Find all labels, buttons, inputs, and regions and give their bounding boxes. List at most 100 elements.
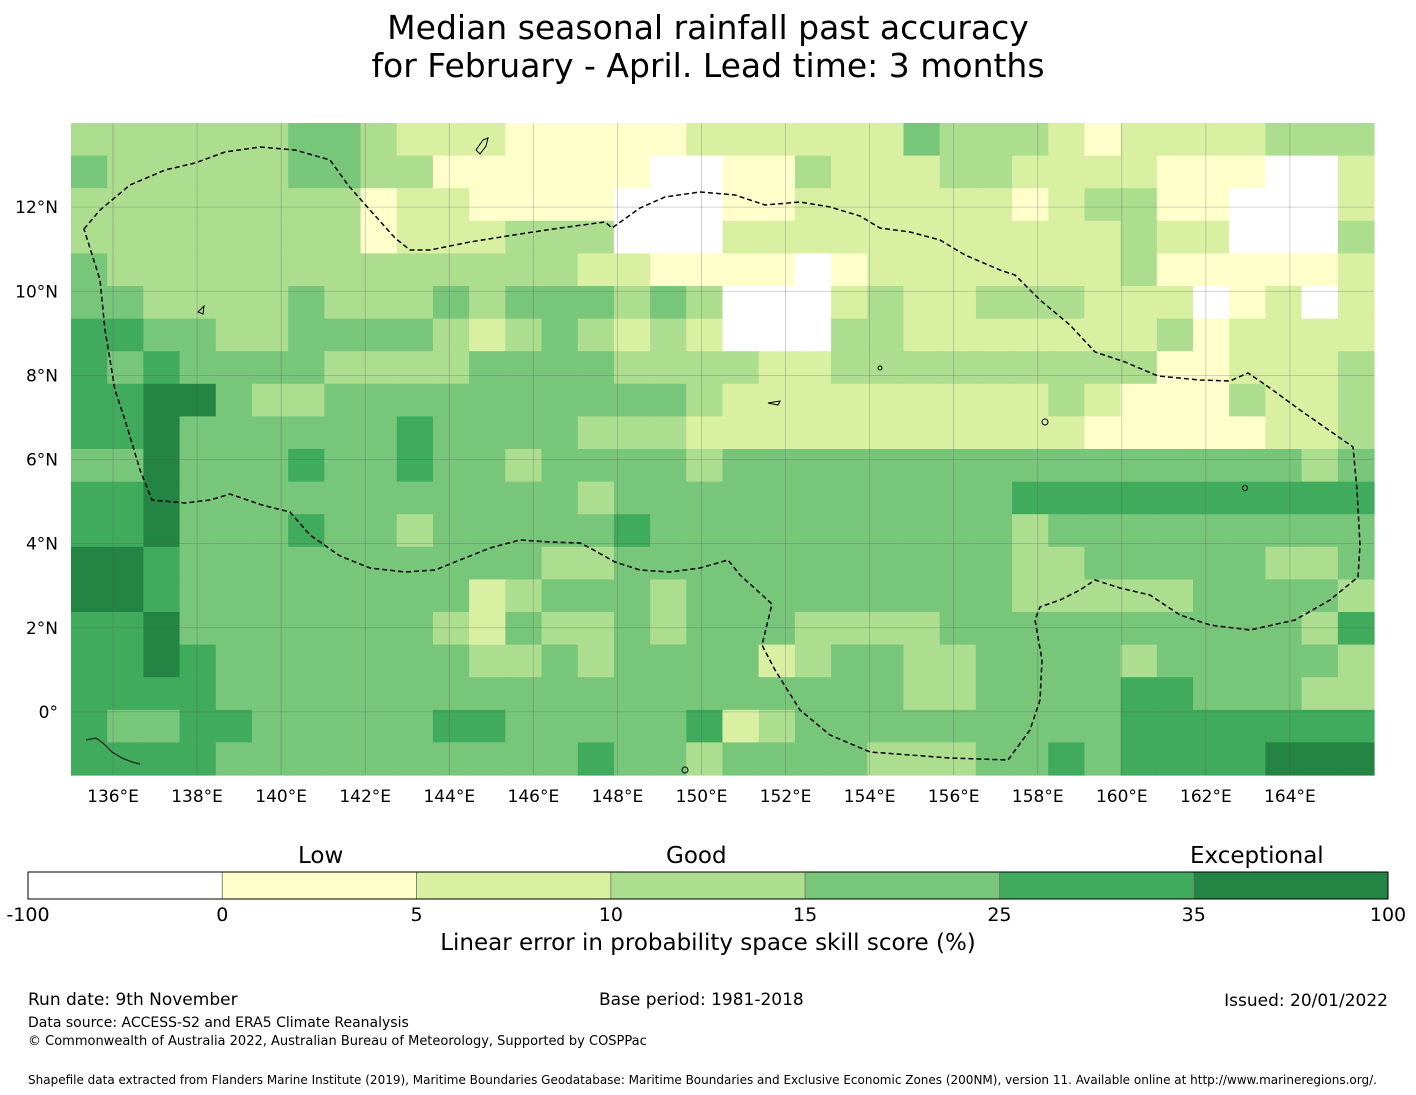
grid-cell <box>867 514 905 548</box>
grid-cell <box>251 351 289 385</box>
grid-cell <box>577 220 615 254</box>
grid-cell <box>794 709 832 743</box>
grid-cell <box>1193 188 1230 222</box>
grid-cell <box>1084 709 1122 743</box>
grid-cell <box>577 286 615 320</box>
grid-cell <box>577 546 615 580</box>
grid-cell <box>577 579 615 613</box>
grid-cell <box>686 709 724 743</box>
grid-cell <box>577 155 615 189</box>
grid-cell <box>215 546 253 580</box>
grid-cell <box>686 253 724 287</box>
grid-cell <box>867 677 905 711</box>
grid-cell <box>1120 383 1158 417</box>
lon-tick-label: 156°E <box>928 787 980 807</box>
grid-cell <box>1120 286 1158 320</box>
grid-cell <box>650 220 687 254</box>
grid-cell <box>215 742 253 776</box>
grid-cell <box>541 579 579 613</box>
skill-grid <box>71 123 1375 776</box>
grid-cell <box>577 612 615 646</box>
grid-cell <box>1193 449 1230 483</box>
grid-cell <box>541 677 579 711</box>
grid-cell <box>1229 677 1267 711</box>
grid-cell <box>650 709 687 743</box>
grid-cell <box>1301 155 1339 189</box>
grid-cell <box>1193 546 1230 580</box>
grid-cell <box>541 155 579 189</box>
grid-cell <box>939 351 977 385</box>
grid-cell <box>831 351 868 385</box>
grid-cell <box>107 514 144 548</box>
grid-cell <box>541 220 579 254</box>
grid-cell <box>1048 188 1086 222</box>
legend-low: Low <box>298 843 344 869</box>
grid-cell <box>1337 514 1375 548</box>
grid-cell <box>577 709 615 743</box>
grid-cell <box>1012 123 1049 157</box>
grid-cell <box>794 644 832 678</box>
grid-cell <box>505 481 543 515</box>
grid-cell <box>650 644 687 678</box>
grid-cell <box>831 449 868 483</box>
grid-cell <box>1301 449 1339 483</box>
grid-cell <box>360 253 398 287</box>
grid-cell <box>758 220 796 254</box>
grid-cell <box>288 220 325 254</box>
grid-cell <box>939 644 977 678</box>
grid-cell <box>1337 677 1375 711</box>
grid-cell <box>903 481 941 515</box>
colorbar-swatch <box>416 871 612 900</box>
grid-cell <box>1120 220 1158 254</box>
grid-cell <box>1265 546 1303 580</box>
grid-cell <box>396 514 434 548</box>
grid-cell <box>722 188 760 222</box>
grid-cell <box>577 253 615 287</box>
lon-tick-label: 146°E <box>508 787 560 807</box>
grid-cell <box>469 514 506 548</box>
grid-cell <box>107 123 144 157</box>
grid-cell <box>975 188 1013 222</box>
grid-cell <box>1012 155 1049 189</box>
grid-cell <box>1229 155 1267 189</box>
island-small-2 <box>1242 485 1248 491</box>
grid-cell <box>831 677 868 711</box>
grid-cell <box>1265 253 1303 287</box>
grid-cell <box>324 579 362 613</box>
grid-cell <box>1229 449 1267 483</box>
grid-cell <box>1193 286 1230 320</box>
grid-cell <box>1229 383 1267 417</box>
lon-tick-label: 162°E <box>1180 787 1232 807</box>
grid-cell <box>107 318 144 352</box>
grid-cell <box>215 383 253 417</box>
grid-cell <box>179 188 217 222</box>
grid-cell <box>1229 416 1267 450</box>
grid-cell <box>469 481 506 515</box>
grid-cell <box>107 220 144 254</box>
grid-cell <box>650 155 687 189</box>
grid-cell <box>903 677 941 711</box>
grid-cell <box>215 123 253 157</box>
grid-cell <box>396 579 434 613</box>
grid-cell <box>867 253 905 287</box>
grid-cell <box>1156 481 1194 515</box>
grid-cell <box>1084 220 1122 254</box>
grid-cell <box>1156 546 1194 580</box>
longitude-ticks: 136°E 138°E 140°E 142°E 144°E 146°E 148°E 150°E… <box>87 787 1316 807</box>
grid-cell <box>939 612 977 646</box>
grid-cell <box>722 514 760 548</box>
island-small-6 <box>767 400 781 406</box>
grid-cell <box>396 155 434 189</box>
grid-cell <box>1084 742 1122 776</box>
grid-cell <box>1229 546 1267 580</box>
grid-cell <box>107 286 144 320</box>
colorbar-ticks: -100 0 5 10 15 25 35 100 <box>6 904 1406 926</box>
grid-cell <box>288 155 325 189</box>
grid-cell <box>215 612 253 646</box>
grid-cell <box>143 318 181 352</box>
grid-cell <box>867 612 905 646</box>
grid-cell <box>867 644 905 678</box>
grid-cell <box>505 220 543 254</box>
grid-cell <box>143 546 181 580</box>
grid-cell <box>1301 253 1339 287</box>
